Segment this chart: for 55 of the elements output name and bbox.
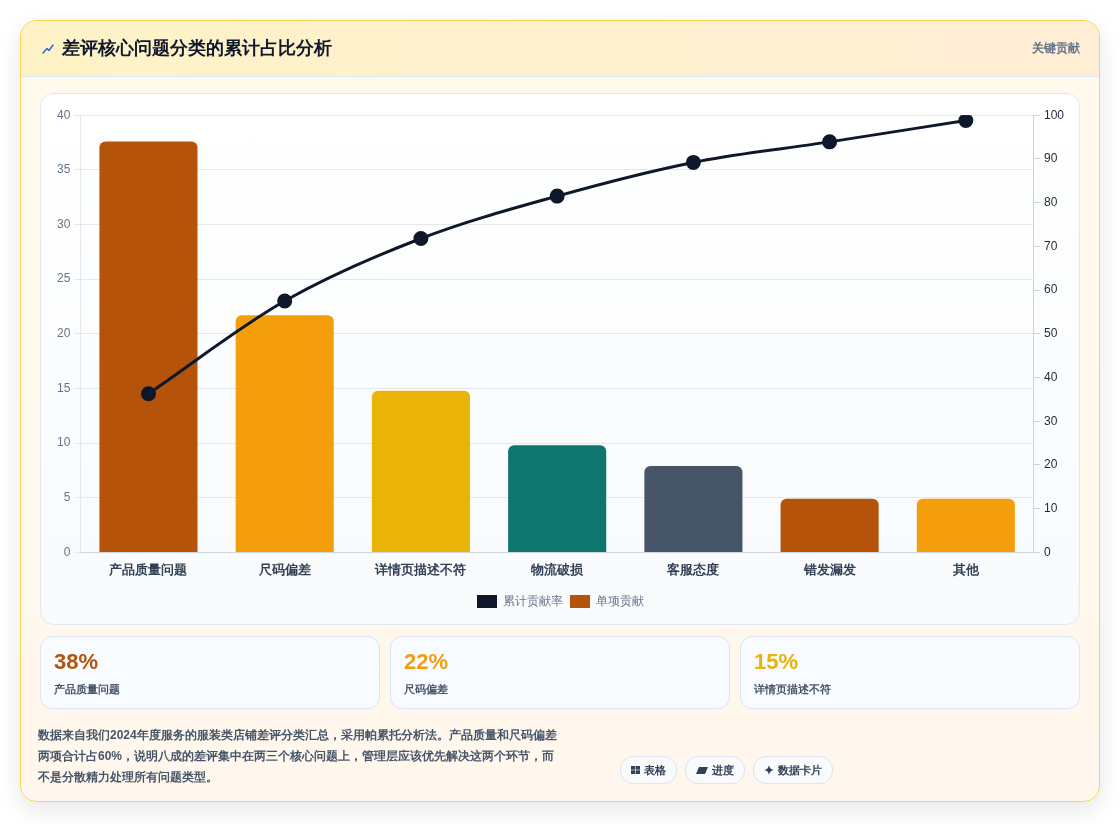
text: 进度 <box>712 762 734 778</box>
chart-title: 差评核心问题分类的累计占比分析 <box>62 37 332 60</box>
bar <box>916 498 1015 552</box>
text: 产品质量问题 <box>54 682 120 696</box>
y2-tick-label: 20 <box>1043 457 1058 472</box>
x-tick-label: 物流破损 <box>530 561 585 577</box>
y-tick-label: 20 <box>56 326 71 341</box>
bar <box>780 498 879 552</box>
y2-tick-label: 40 <box>1043 369 1058 384</box>
legend-label: 单项贡献 <box>596 593 644 608</box>
x-tick-label: 客服态度 <box>666 561 720 577</box>
bar <box>371 390 470 552</box>
text: 38% <box>54 649 99 675</box>
text: 表格 <box>644 762 666 778</box>
y2-tick-label: 90 <box>1043 151 1058 166</box>
y2-tick-label: 30 <box>1043 413 1058 428</box>
y2-tick-label: 100 <box>1043 107 1065 122</box>
y-tick-label: 5 <box>63 490 71 505</box>
bar <box>99 141 198 552</box>
point <box>140 386 156 402</box>
text: 22% <box>404 649 449 675</box>
point <box>958 115 974 128</box>
y-tick-label: 15 <box>56 380 71 395</box>
y-tick-label: 0 <box>63 544 71 559</box>
x-tick-label: 详情页描述不符 <box>374 561 467 577</box>
y2-tick-label: 60 <box>1043 282 1058 297</box>
x-tick-label: 产品质量问题 <box>108 561 188 577</box>
y-tick-label: 40 <box>56 107 71 122</box>
chart-subtitle: 关键贡献 <box>1032 40 1080 56</box>
bar <box>235 315 334 552</box>
point <box>685 154 701 170</box>
point <box>413 230 429 246</box>
y2-tick-label: 70 <box>1043 238 1058 253</box>
y-tick-label: 35 <box>56 162 71 177</box>
text: 15% <box>754 649 799 675</box>
text: 数据卡片 <box>778 762 822 778</box>
y2-tick-label: 0 <box>1043 544 1051 559</box>
point <box>822 134 838 150</box>
y-tick-label: 30 <box>56 216 71 231</box>
x-tick-label: 其他 <box>951 561 980 577</box>
bar <box>644 466 743 552</box>
y2-tick-label: 10 <box>1043 500 1058 515</box>
y-tick-label: 10 <box>56 435 71 450</box>
point <box>549 188 565 204</box>
x-tick-label: 错发漏发 <box>802 561 856 577</box>
point <box>277 293 293 309</box>
y2-tick-label: 50 <box>1043 326 1058 341</box>
text: 详情页描述不符 <box>754 682 831 696</box>
text: 数据来自我们2024年度服务的服装类店铺差评分类汇总，采用帕累托分析法。产品质量和尺码偏差两项合计占60%，说明八成的差评集中在两三个核心问题上，管理层应该优先解决这两个环节，而不是分散精力处理所有问题类型。 <box>38 727 558 786</box>
y-tick-label: 25 <box>56 271 71 286</box>
x-tick-label: 尺码偏差 <box>257 561 311 577</box>
bar <box>508 445 607 552</box>
y2-tick-label: 80 <box>1043 194 1058 209</box>
legend-label: 累计贡献率 <box>503 593 563 608</box>
text: 尺码偏差 <box>404 682 448 696</box>
